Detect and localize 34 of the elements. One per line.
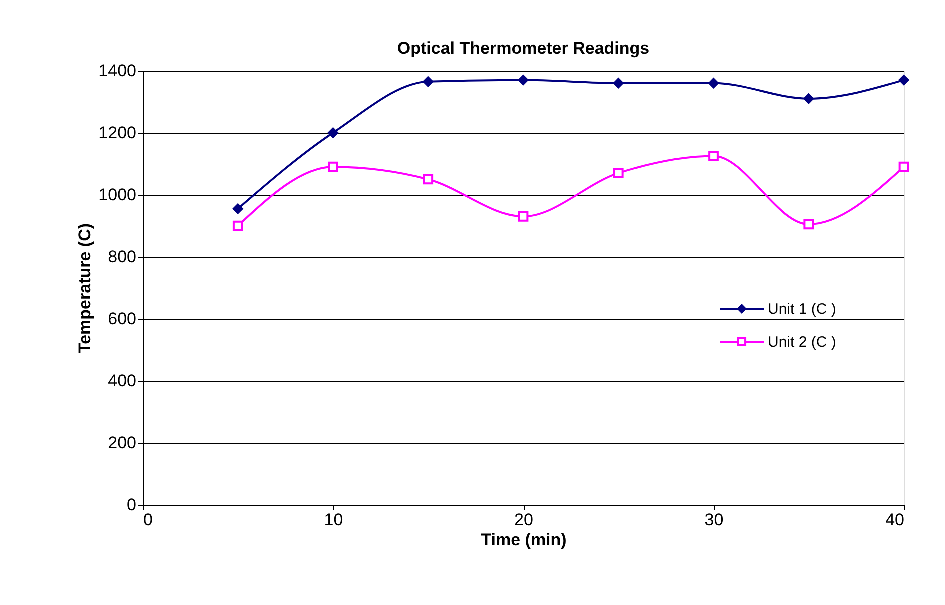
y-tick-label: 400 (108, 372, 136, 390)
point (328, 128, 338, 138)
point (423, 174, 434, 185)
point (423, 76, 434, 88)
y-tick-label: 800 (108, 248, 136, 266)
y-tick-label: 1400 (98, 62, 136, 80)
x-axis-title: Time (min) (481, 530, 567, 550)
point (898, 75, 910, 86)
legend-label: Unit 1 (C ) (768, 301, 836, 318)
x-tick-label: 10 (324, 510, 344, 530)
y-tick-label: 600 (108, 310, 136, 328)
point (613, 78, 624, 89)
point (613, 168, 624, 178)
point (518, 75, 529, 86)
point (518, 212, 529, 222)
point (232, 204, 244, 214)
chart-title: Optical Thermometer Readings (397, 39, 650, 58)
y-tick-label: 1200 (98, 124, 136, 142)
point (232, 220, 244, 232)
point (804, 219, 814, 230)
x-tick-label: 0 (144, 510, 153, 530)
x-tick-label: 30 (704, 510, 724, 530)
y-tick-label: 200 (108, 434, 136, 452)
y-axis-title: Temperature (C) (76, 223, 95, 354)
point (804, 94, 814, 104)
point (898, 162, 910, 172)
x-tick-label: 20 (514, 510, 534, 530)
point (708, 78, 719, 89)
y-tick-label: 1000 (98, 186, 136, 204)
legend-label: Unit 2 (C ) (768, 334, 836, 351)
point (328, 162, 338, 172)
x-tick-label: 40 (886, 510, 904, 530)
point (708, 151, 719, 162)
y-tick-label: 0 (127, 496, 136, 514)
